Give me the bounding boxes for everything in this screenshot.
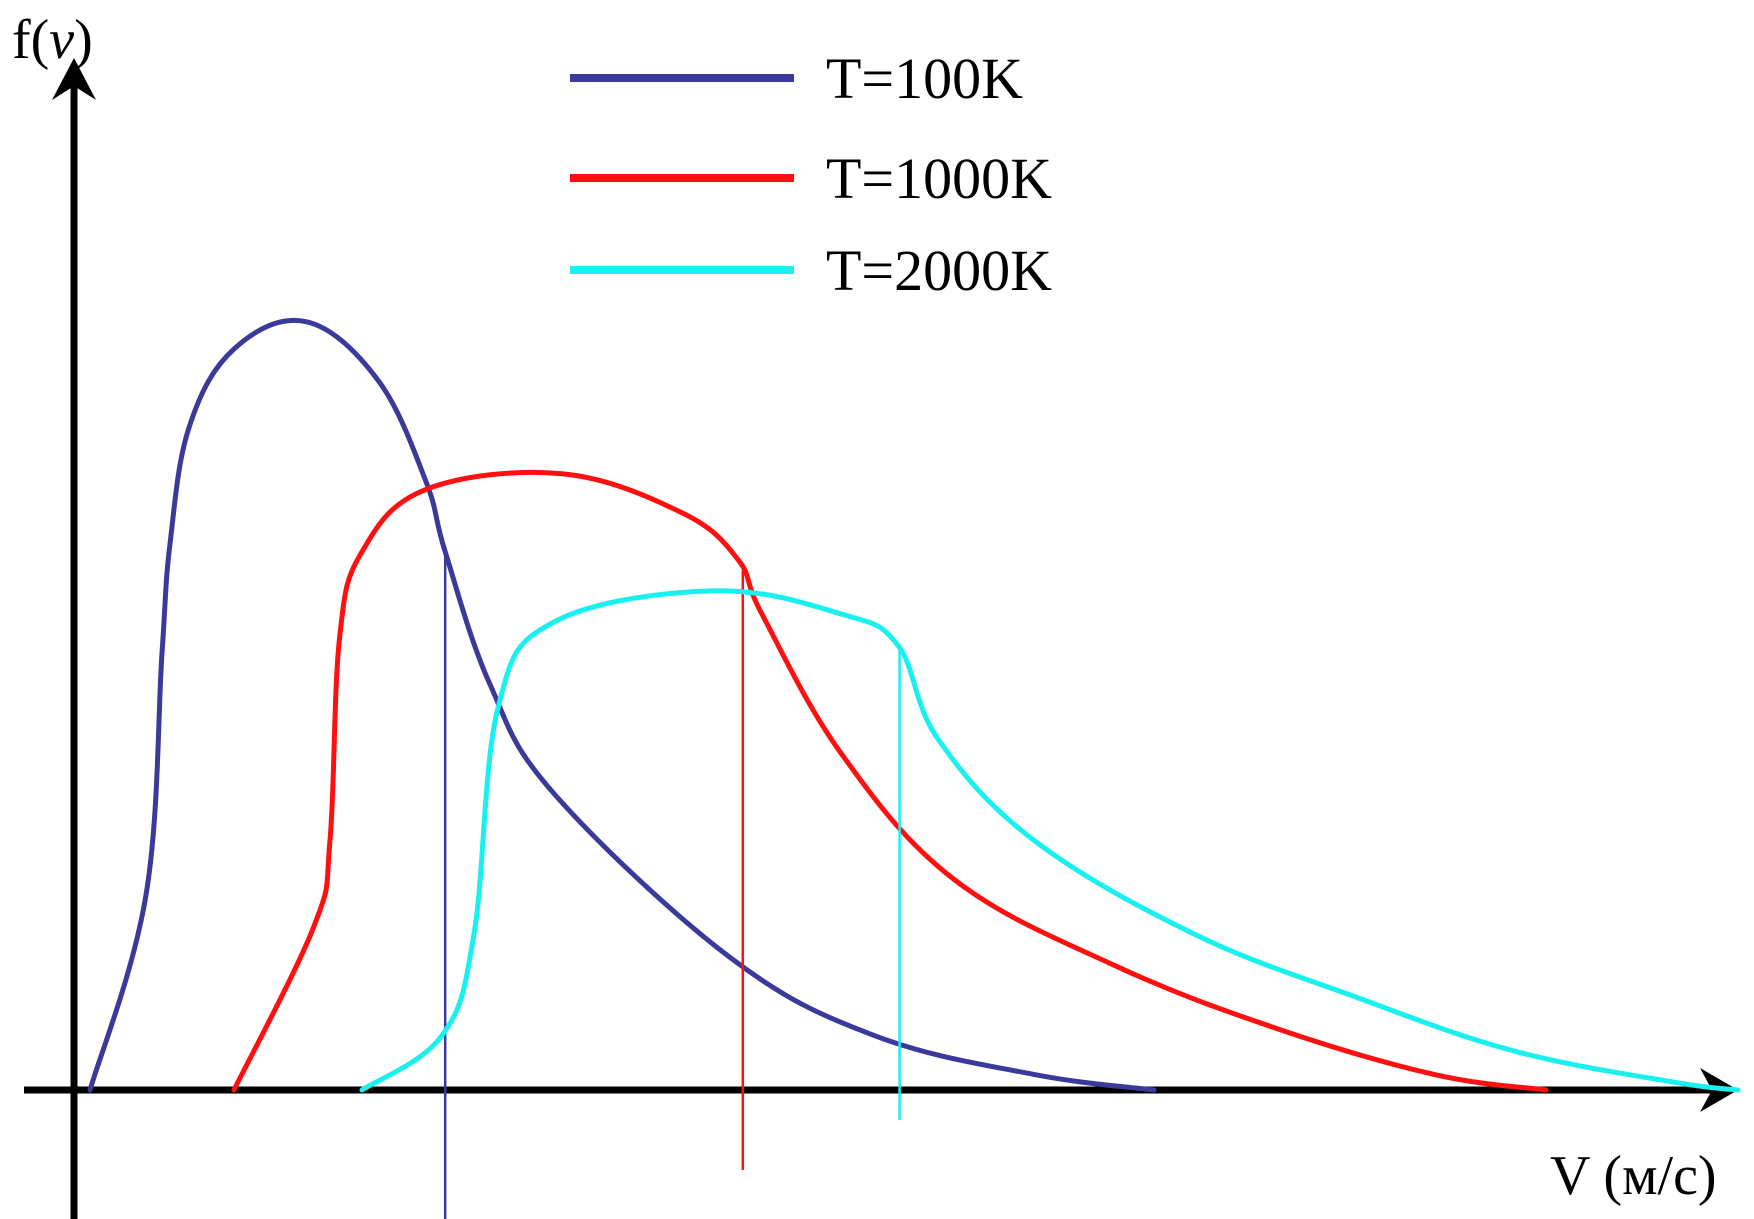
series-line-2 xyxy=(231,469,1549,1093)
legend-label-2: T=1000K xyxy=(826,146,1052,211)
y-axis-label: f(v) xyxy=(12,9,93,71)
series-line-3 xyxy=(359,588,1741,1093)
series-3 xyxy=(359,588,1741,1120)
series-layer xyxy=(87,318,1741,1219)
legend-label-3: T=2000K xyxy=(826,238,1052,303)
series-2 xyxy=(231,469,1549,1170)
legend: T=100K T=1000K T=2000K xyxy=(570,46,1052,303)
series-1 xyxy=(87,318,1157,1219)
y-axis-arrow xyxy=(52,58,96,100)
series-line-1 xyxy=(87,318,1157,1093)
axes xyxy=(24,58,1738,1219)
legend-label-1: T=100K xyxy=(826,46,1023,111)
x-axis-label: V (м/с) xyxy=(1550,1145,1717,1207)
